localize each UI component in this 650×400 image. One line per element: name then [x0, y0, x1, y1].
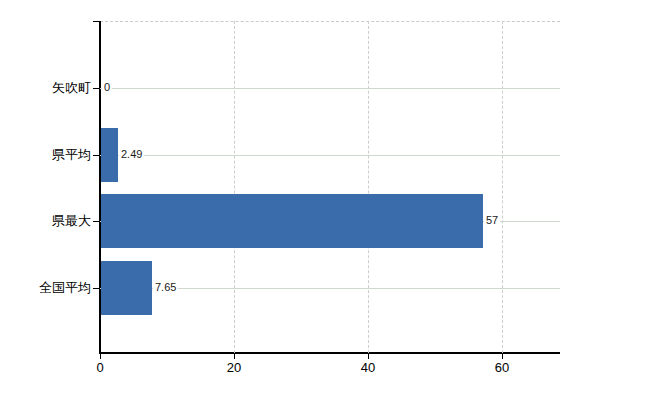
horizontal-bar-chart: 0 20 40 60 矢吹町 0 県平均 2.49 県最大 57 全国平均 7.65	[0, 0, 650, 400]
x-tick-label: 60	[482, 360, 522, 375]
vertical-gridline	[234, 21, 235, 353]
plot-top-border	[100, 21, 560, 22]
value-label: 57	[484, 214, 500, 227]
y-axis-tick	[93, 155, 100, 156]
value-label: 2.49	[119, 148, 144, 161]
value-label: 0	[102, 81, 112, 94]
horizontal-gridline	[100, 155, 560, 156]
vertical-gridline	[502, 21, 503, 353]
y-axis-tick	[93, 88, 100, 89]
horizontal-gridline	[100, 88, 560, 89]
x-tick-label: 0	[80, 360, 120, 375]
y-axis-tick	[93, 221, 100, 222]
x-axis-tick	[368, 354, 369, 359]
bar	[101, 128, 118, 182]
x-axis-tick	[100, 354, 101, 359]
category-label: 県最大	[3, 213, 91, 229]
category-label: 矢吹町	[3, 80, 91, 96]
category-label: 全国平均	[3, 280, 91, 296]
bar	[101, 261, 152, 315]
x-tick-label: 40	[348, 360, 388, 375]
category-label: 県平均	[3, 147, 91, 163]
y-axis-tick	[93, 288, 100, 289]
value-label: 7.65	[153, 281, 178, 294]
x-axis-tick	[234, 354, 235, 359]
y-axis-top-tick	[93, 21, 100, 22]
vertical-gridline	[368, 21, 369, 353]
bar	[101, 194, 483, 248]
x-tick-label: 20	[214, 360, 254, 375]
x-axis-tick	[502, 354, 503, 359]
x-axis-line	[99, 352, 560, 354]
